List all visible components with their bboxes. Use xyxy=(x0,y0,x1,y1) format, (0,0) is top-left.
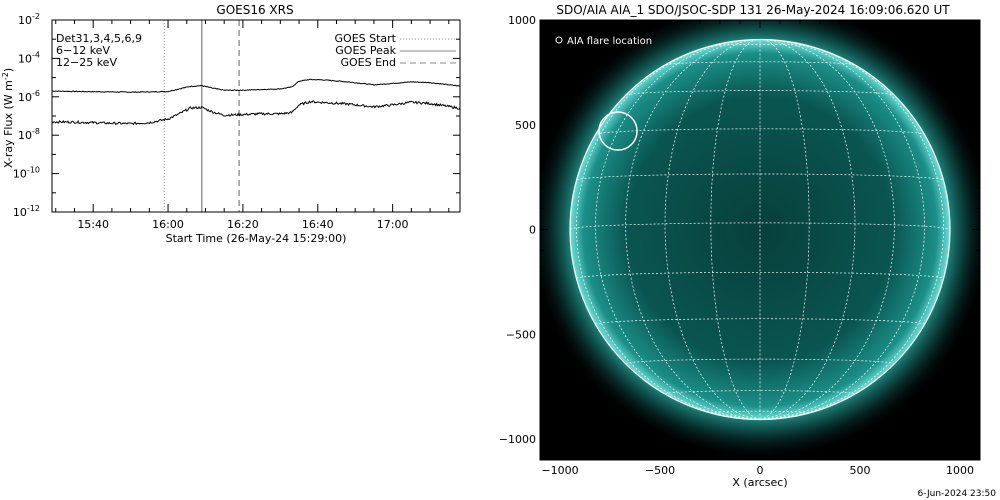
aia-y-tick-label: 0 xyxy=(529,224,536,237)
goes-series-1 xyxy=(52,78,461,94)
goes-legend: GOES Start GOES Peak GOES End xyxy=(335,32,456,69)
aia-x-tick-label: 500 xyxy=(850,464,871,477)
aia-x-axis-label: X (arcsec) xyxy=(732,476,787,489)
goes-y-tick-label: 10-10 xyxy=(13,166,40,181)
legend-label-flare: AIA flare location xyxy=(567,36,652,47)
goes-x-tick-label: 15:40 xyxy=(77,218,109,231)
aia-x-tick-label: −1000 xyxy=(541,464,578,477)
grid-longitude-line xyxy=(595,39,761,420)
grid-longitude-line xyxy=(710,39,761,420)
grid-latitude-line xyxy=(711,44,809,47)
goes-plot-frame xyxy=(51,19,461,213)
aia-x-ticks: −1000 −500 0 500 1000 xyxy=(541,20,974,477)
aia-x-tick-label: −500 xyxy=(645,464,675,477)
flare-location-circle xyxy=(598,111,638,151)
goes-title: GOES16 XRS xyxy=(216,3,293,17)
footer-timestamp: 6-Jun-2024 23:50 xyxy=(918,489,997,499)
aia-x-tick-label: 0 xyxy=(757,464,764,477)
goes-x-ticks: 15:40 16:00 16:20 16:40 17:00 xyxy=(55,20,450,231)
goes-y-ticks: 10-12 10-10 10-8 10-6 10-4 10-2 xyxy=(13,12,460,219)
legend-label-goes-end: GOES End xyxy=(340,56,396,69)
goes-x-tick-label: 17:00 xyxy=(377,218,409,231)
aia-y-tick-label: −500 xyxy=(506,328,536,341)
goes-x-axis-label: Start Time (26-May-24 15:29:00) xyxy=(166,232,347,245)
grid-longitude-line xyxy=(759,39,810,420)
band-high-annotation: 12−25 keV xyxy=(56,56,117,69)
goes-x-tick-label: 16:40 xyxy=(302,218,334,231)
band-low-annotation: 6−12 keV xyxy=(56,44,110,57)
goes-series-2 xyxy=(51,100,461,126)
goes-plot-area xyxy=(51,20,461,212)
goes-x-tick-label: 16:20 xyxy=(227,218,259,231)
grid-longitude-line xyxy=(625,39,761,420)
grid-latitude-line xyxy=(625,90,895,96)
goes-y-tick-label: 10-6 xyxy=(18,89,40,104)
aia-image-plot: SDO/AIA AIA_1 SDO/JSOC-SDP 131 26-May-20… xyxy=(499,3,981,489)
grid-latitude-line xyxy=(664,390,856,395)
aia-y-ticks: −1000 −500 0 500 1000 xyxy=(499,14,980,446)
goes-y-tick-label: 10-8 xyxy=(18,127,40,142)
detector-annotation: Det31,3,4,5,6,9 xyxy=(56,32,142,45)
goes-x-tick-label: 16:00 xyxy=(152,218,184,231)
aia-y-tick-label: −1000 xyxy=(499,433,536,446)
aia-y-tick-label: 500 xyxy=(515,119,536,132)
legend-label-goes-peak: GOES Peak xyxy=(335,44,396,57)
aia-y-tick-label: 1000 xyxy=(508,14,536,27)
sun-limb-outline xyxy=(569,38,951,421)
grid-longitude-line xyxy=(759,39,895,420)
grid-longitude-line xyxy=(759,39,856,420)
goes-y-tick-label: 10-2 xyxy=(18,12,40,27)
goes-plot: GOES16 XRS 10-12 10-10 10-8 10-6 10-4 10-2 15… xyxy=(1,3,461,245)
legend-label-goes-start: GOES Start xyxy=(335,32,397,45)
goes-y-axis-label: X-ray Flux (W m-2) xyxy=(1,68,15,168)
legend-marker-flare xyxy=(555,36,563,44)
grid-latitude-line xyxy=(576,271,944,279)
grid-longitude-line xyxy=(759,39,925,420)
aia-x-tick-label: 1000 xyxy=(946,464,974,477)
aia-title: SDO/AIA AIA_1 SDO/JSOC-SDP 131 26-May-20… xyxy=(556,3,950,17)
grid-longitude-line xyxy=(664,39,761,420)
goes-y-tick-label: 10-12 xyxy=(13,204,40,219)
grid-latitude-line xyxy=(665,61,855,66)
goes-y-tick-label: 10-4 xyxy=(18,50,40,65)
grid-latitude-line xyxy=(595,128,925,135)
